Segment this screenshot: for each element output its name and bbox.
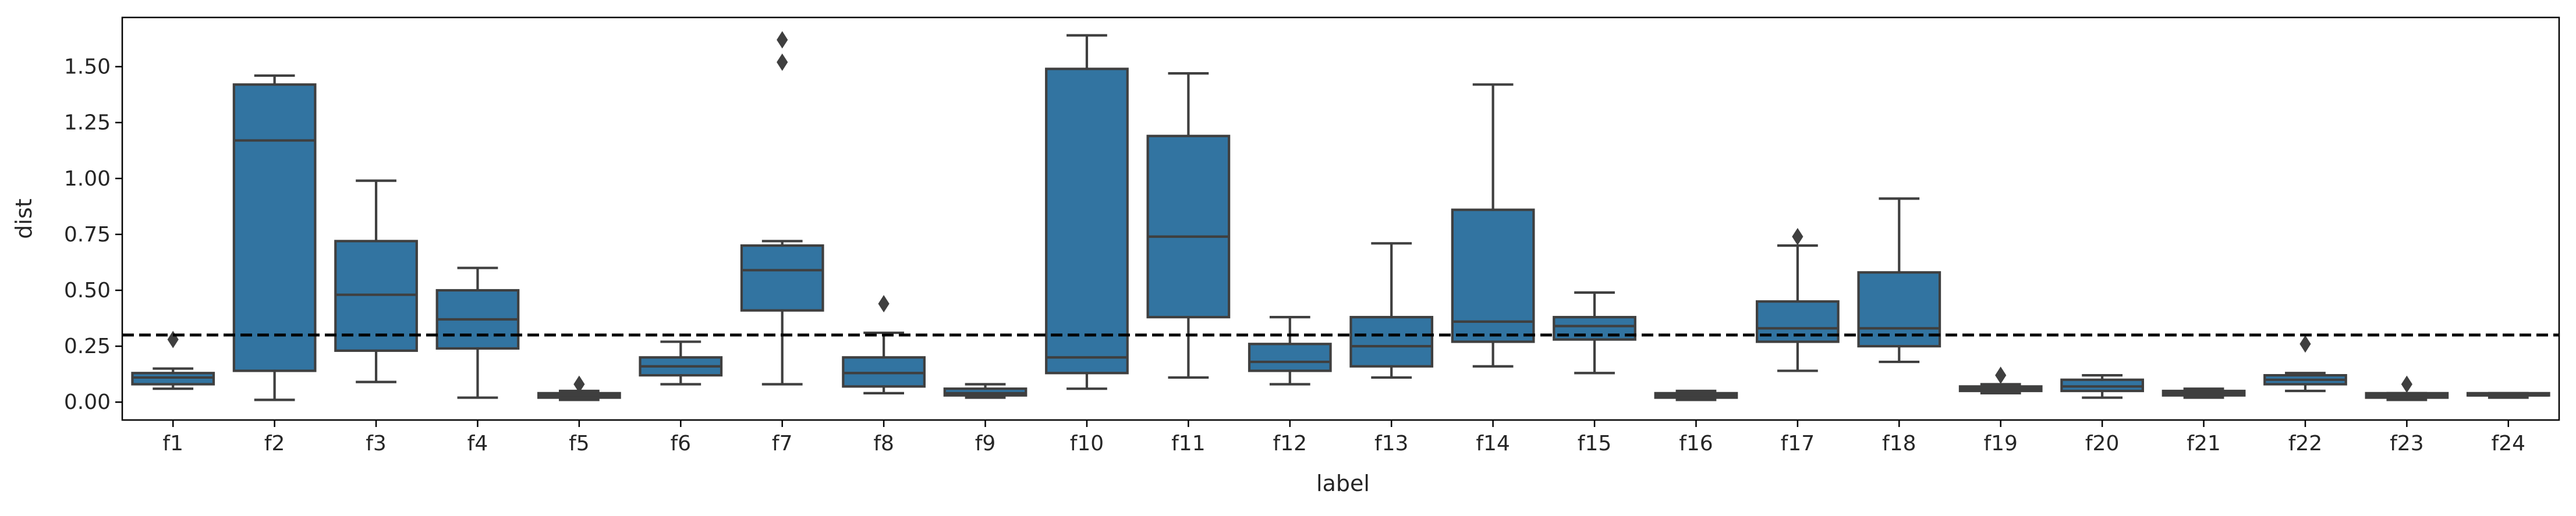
x-tick-label: f22 xyxy=(2288,432,2322,455)
x-tick-label: f24 xyxy=(2492,432,2525,455)
box-f10 xyxy=(1045,67,1129,375)
x-tick-label: f15 xyxy=(1578,432,1611,455)
plot-frame xyxy=(121,16,2560,421)
x-tick-label: f4 xyxy=(467,432,488,455)
x-tick-label: f13 xyxy=(1374,432,1408,455)
outlier-point xyxy=(777,53,788,71)
x-tick-label: f5 xyxy=(569,432,590,455)
box-f2 xyxy=(232,83,317,372)
x-tick-label: f14 xyxy=(1476,432,1510,455)
x-tick-label: f17 xyxy=(1781,432,1815,455)
x-tick-label: f12 xyxy=(1273,432,1307,455)
x-tick-label: f19 xyxy=(1983,432,2017,455)
y-tick-label: 0.00 xyxy=(64,390,111,414)
x-tick-label: f1 xyxy=(162,432,183,455)
x-tick-label: f7 xyxy=(772,432,793,455)
y-tick-label: 1.25 xyxy=(64,111,111,135)
outlier-point xyxy=(878,295,890,313)
outlier-point xyxy=(573,375,585,393)
x-tick-label: f18 xyxy=(1882,432,1916,455)
plot-area: 0.00 0.25 0.50 0.75 1.00 1.25 1.50 f1 f2 f3 f4 f5 f6… xyxy=(64,16,2560,455)
x-axis-label: label xyxy=(1316,471,1370,496)
x-tick-label: f9 xyxy=(975,432,996,455)
x-tick-label: f23 xyxy=(2390,432,2423,455)
x-tick-label: f3 xyxy=(366,432,387,455)
outlier-point xyxy=(777,31,788,49)
y-tick-label: 1.50 xyxy=(64,55,111,79)
outlier-point xyxy=(1792,227,1803,245)
outlier-point xyxy=(2401,375,2412,393)
box-f12 xyxy=(1248,343,1332,372)
y-tick-label: 0.75 xyxy=(64,223,111,247)
y-tick-label: 1.00 xyxy=(64,167,111,191)
x-tick-label: f20 xyxy=(2085,432,2119,455)
x-tick-label: f8 xyxy=(873,432,894,455)
x-tick-label: f10 xyxy=(1070,432,1104,455)
x-tick-label: f6 xyxy=(671,432,692,455)
x-tick-label: f21 xyxy=(2187,432,2220,455)
outlier-point xyxy=(1995,366,2007,385)
y-tick-label: 0.25 xyxy=(64,334,111,358)
x-tick-label: f16 xyxy=(1679,432,1713,455)
y-tick-label: 0.50 xyxy=(64,279,111,303)
box-f14 xyxy=(1451,208,1535,343)
outlier-point xyxy=(2299,335,2311,353)
box-f7 xyxy=(740,244,824,312)
y-axis-label: dist xyxy=(11,198,37,239)
x-tick-label: f2 xyxy=(264,432,285,455)
box-f11 xyxy=(1146,134,1231,319)
x-tick-label: f11 xyxy=(1171,432,1205,455)
box-f13 xyxy=(1349,316,1434,368)
